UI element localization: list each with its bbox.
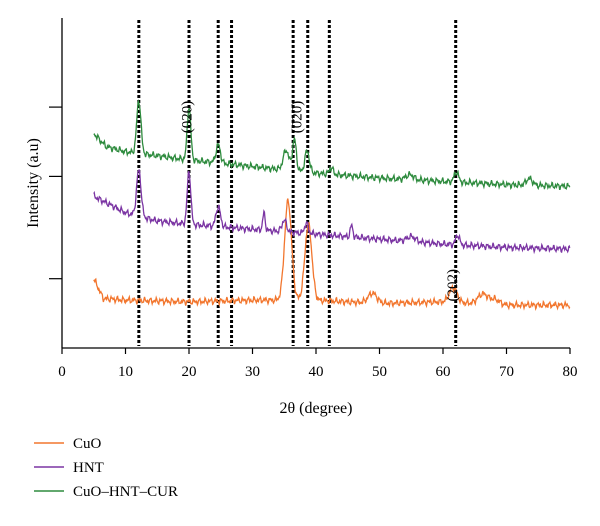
x-tick-label: 60	[436, 364, 451, 380]
x-tick-label: 20	[182, 364, 197, 380]
x-tick-label: 50	[372, 364, 387, 380]
x-tick-label: 0	[58, 364, 66, 380]
x-tick-label: 80	[563, 364, 578, 380]
legend: CuO HNT CuO–HNT–CUR	[34, 436, 178, 500]
peak-annotation: (020)	[289, 101, 305, 134]
x-tick-label: 70	[499, 364, 514, 380]
peak-annotation: (202)	[445, 269, 461, 302]
annotations: (020) (020) (202)	[179, 101, 460, 302]
series-line-cuo	[93, 198, 571, 311]
x-axis-title: 2θ (degree)	[280, 400, 353, 417]
legend-label: HNT	[73, 460, 104, 476]
x-tick-label: 40	[309, 364, 324, 380]
peak-annotation: (020)	[179, 101, 195, 134]
series-line-cuo-hnt-cur	[93, 98, 571, 191]
legend-label: CuO–HNT–CUR	[73, 484, 178, 500]
reference-lines	[137, 20, 458, 346]
x-tick-label: 10	[118, 364, 133, 380]
x-tick-label: 30	[245, 364, 260, 380]
axes: 0 10 20 30 40 50 60 70 80	[49, 18, 578, 380]
plot-series	[93, 98, 571, 311]
y-axis-title: Intensity (a.u)	[25, 138, 42, 228]
legend-label: CuO	[73, 436, 102, 452]
series-line-hnt	[93, 169, 571, 255]
